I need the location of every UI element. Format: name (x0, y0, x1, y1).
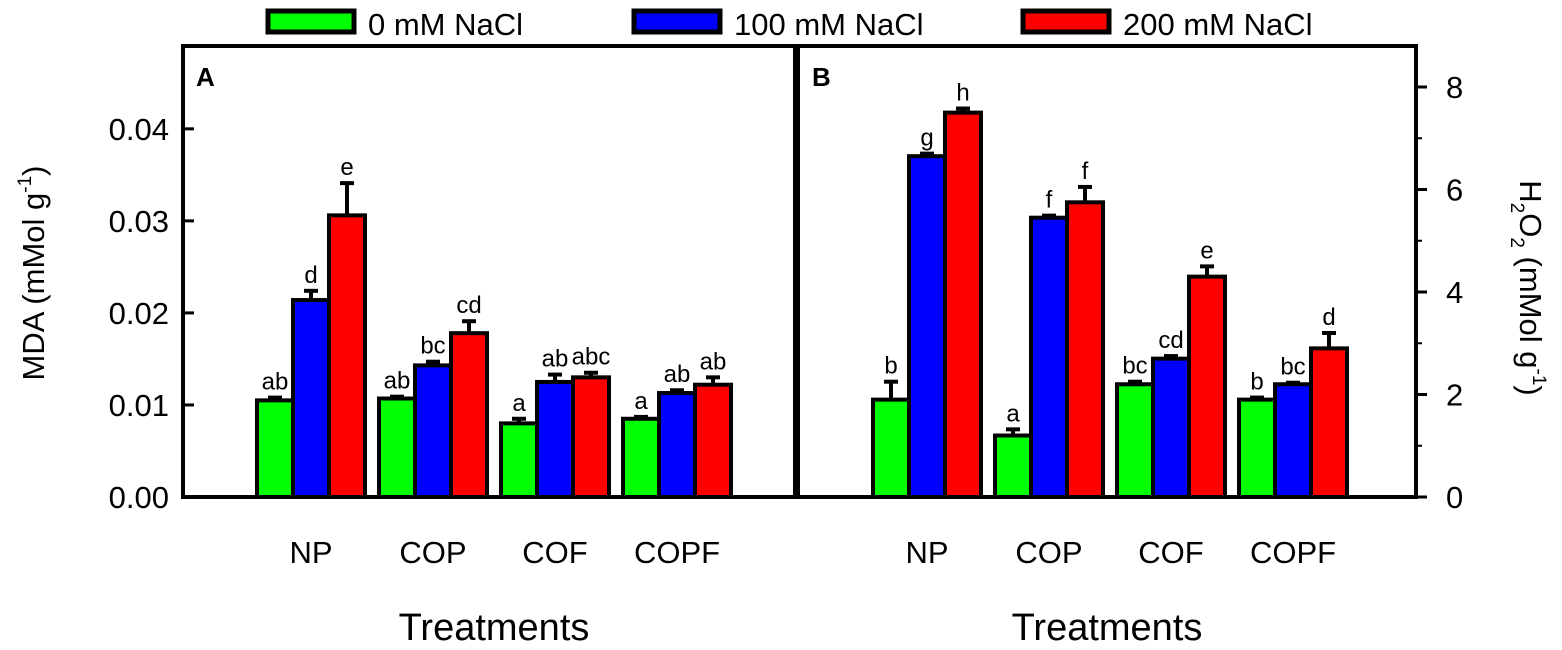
panel-a-bar (535, 379, 575, 499)
panel-a-bar (413, 363, 453, 499)
panel-a-significance-letter: a (512, 390, 526, 417)
panel-b-bar (1237, 397, 1277, 499)
panel-b-label: B (812, 62, 831, 92)
panel-a-significance-letter: ab (542, 346, 569, 373)
panel-b-bar (1065, 200, 1105, 499)
panel-b-x-tick-label: NP (905, 535, 948, 570)
panel-b-y-tick-label: 8 (1446, 70, 1463, 105)
panel-a-bar (657, 390, 697, 499)
panel-a-bar (255, 398, 295, 500)
panel-b-bar (943, 110, 983, 499)
legend-item-100mm: 100 mM NaCl (631, 7, 924, 42)
panel-b-bar (871, 397, 911, 499)
legend-item-0mm: 0 mM NaCl (265, 7, 523, 42)
legend-label-200mm: 200 mM NaCl (1123, 7, 1313, 42)
panel-b-bar (993, 433, 1033, 499)
panel-a-significance-letter: cd (456, 292, 481, 319)
panel-a-bar (621, 416, 661, 500)
panel-a-bar (449, 331, 489, 500)
panel-a-significance-letter: a (634, 388, 648, 415)
panel-b-significance-letter: d (1322, 304, 1335, 331)
panel-b-bar (1187, 274, 1227, 499)
panel-a-x-tick-label: COP (399, 535, 466, 570)
panel-b-significance-letter: e (1200, 237, 1213, 264)
panel-b-y-tick-label: 6 (1446, 173, 1463, 208)
panel-b-significance-letter: bc (1122, 353, 1147, 380)
panel-b-significance-letter: f (1046, 187, 1053, 214)
panel-b-significance-letter: bc (1280, 354, 1305, 381)
panel-a-significance-letter: bc (420, 333, 445, 360)
panel-b-frame (796, 44, 1418, 499)
panel-a-x-tick-label: COF (522, 535, 587, 570)
panel-a-y-axis-title: MDA (mMol g-1) (15, 166, 51, 381)
panel-a-significance-letter: ab (384, 368, 411, 395)
panel-a-label: A (196, 62, 215, 92)
panel-a-bar (693, 382, 733, 499)
panel-b-significance-letter: f (1082, 158, 1089, 185)
panel-a-x-tick-label: NP (289, 535, 332, 570)
panel-a-x-axis-title: Treatments (399, 607, 590, 649)
panel-a-x-tick-label: COPF (634, 535, 720, 570)
legend: 0 mM NaCl 100 mM NaCl 200 mM NaCl (265, 7, 1313, 42)
panel-b-x-axis-title: Treatments (1012, 607, 1203, 649)
panel-a-significance-letter: e (340, 154, 353, 181)
legend-item-200mm: 200 mM NaCl (1020, 7, 1313, 42)
panel-b-y-tick-label: 4 (1446, 275, 1463, 310)
panel-a-significance-letter: ab (262, 369, 289, 396)
panel-b-significance-letter: b (1250, 369, 1263, 396)
panel-a-bar (291, 298, 331, 499)
panel-b-bar (1273, 382, 1313, 499)
panel-b-bar (1309, 346, 1349, 499)
panel-b-y-axis-title: H2O2 (mMol g-1) (1506, 180, 1549, 395)
panel-b-significance-letter: h (956, 80, 969, 107)
panel-a-y-tick-label: 0.03 (109, 204, 169, 239)
panel-a-bar (499, 421, 539, 499)
panel-b-bar (907, 154, 947, 499)
panel-a-y-tick-label: 0.02 (109, 296, 169, 331)
legend-swatch-0mm (265, 8, 357, 35)
panel-b-y-tick-label: 0 (1446, 480, 1463, 515)
panel-a-y-tick-label: 0.01 (109, 388, 169, 423)
panel-a-bar (571, 375, 611, 499)
panel-b-significance-letter: a (1006, 400, 1020, 427)
panel-a-significance-letter: abc (572, 344, 611, 371)
panel-b-bar (1115, 382, 1155, 499)
panel-b-y-tick-label: 2 (1446, 378, 1463, 413)
panel-a-bar (327, 213, 367, 499)
panel-a-y-tick-label: 0.04 (109, 112, 169, 147)
legend-swatch-100mm (631, 8, 723, 35)
legend-swatch-200mm (1020, 8, 1112, 35)
panel-b-significance-letter: g (920, 125, 933, 152)
panel-b-significance-letter: b (884, 353, 897, 380)
legend-label-100mm: 100 mM NaCl (734, 7, 924, 42)
panel-a-y-tick-label: 0.00 (109, 480, 169, 515)
legend-label-0mm: 0 mM NaCl (368, 7, 523, 42)
panel-a-bar (377, 396, 417, 499)
panel-b-x-tick-label: COPF (1250, 535, 1336, 570)
panel-b-significance-letter: cd (1158, 327, 1183, 354)
panel-a-significance-letter: d (304, 262, 317, 289)
panel-a-significance-letter: ab (664, 361, 691, 388)
panel-a-significance-letter: ab (700, 348, 727, 375)
panel-b-x-tick-label: COP (1015, 535, 1082, 570)
panel-b-x-tick-label: COF (1138, 535, 1203, 570)
panel-b-bar (1029, 215, 1069, 499)
panel-b-bar (1151, 356, 1191, 499)
